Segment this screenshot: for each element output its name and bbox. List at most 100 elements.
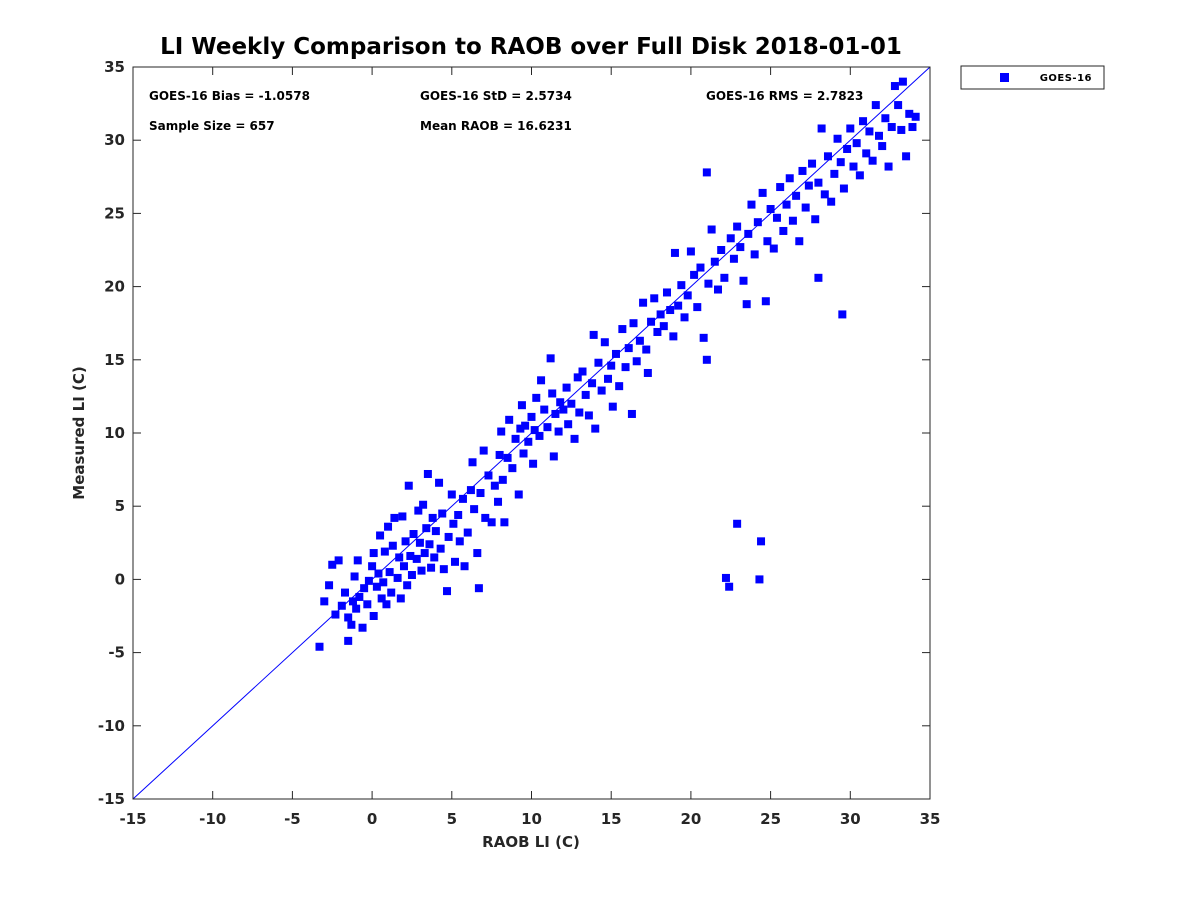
data-point bbox=[376, 531, 385, 540]
data-point bbox=[377, 594, 386, 603]
data-point bbox=[455, 537, 464, 546]
data-point bbox=[484, 471, 493, 480]
x-axis-label: RAOB LI (C) bbox=[482, 833, 580, 851]
data-point bbox=[573, 373, 582, 382]
data-point bbox=[548, 389, 557, 398]
data-point bbox=[517, 401, 526, 410]
data-point bbox=[656, 310, 665, 319]
data-point bbox=[713, 285, 722, 294]
y-tick-label: 10 bbox=[104, 424, 125, 442]
legend-box bbox=[960, 65, 1105, 90]
data-point bbox=[546, 354, 555, 363]
data-point bbox=[862, 149, 871, 158]
y-tick-label: 30 bbox=[104, 131, 125, 149]
data-point bbox=[608, 402, 617, 411]
data-point bbox=[717, 246, 726, 254]
data-point bbox=[696, 263, 705, 272]
data-point bbox=[495, 450, 504, 459]
data-point bbox=[887, 123, 896, 132]
data-point bbox=[564, 420, 573, 429]
data-point bbox=[769, 244, 778, 253]
data-point bbox=[736, 243, 745, 252]
data-point bbox=[567, 399, 576, 408]
data-point bbox=[447, 490, 456, 499]
data-point bbox=[621, 363, 630, 372]
data-point bbox=[337, 601, 346, 610]
data-point bbox=[428, 513, 437, 522]
data-point bbox=[406, 551, 415, 560]
data-point bbox=[423, 469, 432, 478]
data-point bbox=[897, 125, 906, 134]
data-point bbox=[521, 421, 530, 430]
data-point bbox=[833, 134, 842, 143]
data-point bbox=[551, 409, 560, 418]
data-point bbox=[604, 374, 613, 383]
data-point bbox=[776, 183, 785, 192]
data-point bbox=[369, 549, 378, 558]
data-point bbox=[747, 200, 756, 209]
data-point bbox=[350, 572, 359, 581]
data-point bbox=[720, 273, 729, 282]
data-point bbox=[395, 553, 404, 562]
stat-sample-size: Sample Size = 657 bbox=[149, 119, 275, 133]
data-point bbox=[494, 497, 503, 506]
data-point bbox=[347, 620, 356, 629]
data-point bbox=[680, 313, 689, 322]
data-point bbox=[702, 355, 711, 364]
data-point bbox=[758, 188, 767, 197]
data-point bbox=[348, 597, 357, 606]
data-point bbox=[763, 237, 772, 246]
x-tick-label: 25 bbox=[760, 810, 781, 828]
data-point bbox=[588, 379, 597, 388]
data-point bbox=[666, 306, 675, 315]
data-point bbox=[871, 101, 880, 110]
data-point bbox=[414, 506, 423, 515]
y-tick-label: 20 bbox=[104, 278, 125, 296]
data-point bbox=[385, 568, 394, 577]
data-point bbox=[479, 446, 488, 455]
data-point bbox=[894, 101, 903, 110]
data-point bbox=[470, 505, 479, 514]
data-point bbox=[527, 412, 536, 421]
data-point bbox=[686, 247, 695, 256]
data-point bbox=[468, 458, 477, 467]
data-point bbox=[500, 518, 509, 527]
y-tick-label: 25 bbox=[104, 204, 125, 222]
data-point bbox=[443, 587, 452, 596]
data-point bbox=[543, 423, 552, 432]
data-point bbox=[435, 478, 444, 487]
data-point bbox=[878, 142, 887, 151]
data-point bbox=[474, 584, 483, 593]
data-point bbox=[549, 452, 558, 461]
data-point bbox=[403, 581, 412, 590]
data-point bbox=[766, 205, 775, 214]
data-point bbox=[384, 522, 393, 531]
data-point bbox=[503, 453, 512, 462]
data-point bbox=[524, 437, 533, 446]
data-point bbox=[782, 200, 791, 209]
x-tick-label: 15 bbox=[601, 810, 622, 828]
data-point bbox=[382, 600, 391, 609]
data-point bbox=[409, 530, 418, 539]
x-tick-label: 20 bbox=[680, 810, 701, 828]
data-point bbox=[733, 519, 742, 528]
data-point bbox=[372, 582, 381, 591]
data-point bbox=[836, 158, 845, 167]
data-point bbox=[757, 537, 766, 546]
data-point bbox=[635, 336, 644, 345]
data-point bbox=[629, 319, 638, 328]
data-point bbox=[374, 569, 383, 578]
data-point bbox=[556, 398, 565, 407]
data-point bbox=[320, 597, 329, 606]
data-point bbox=[618, 325, 627, 334]
data-point bbox=[578, 367, 587, 376]
data-point bbox=[597, 386, 606, 395]
data-point bbox=[846, 124, 855, 133]
data-point bbox=[399, 562, 408, 571]
data-point bbox=[487, 518, 496, 527]
data-point bbox=[516, 424, 525, 433]
data-point bbox=[353, 556, 362, 565]
data-point bbox=[430, 553, 439, 562]
data-point bbox=[535, 431, 544, 440]
data-point bbox=[690, 270, 699, 279]
